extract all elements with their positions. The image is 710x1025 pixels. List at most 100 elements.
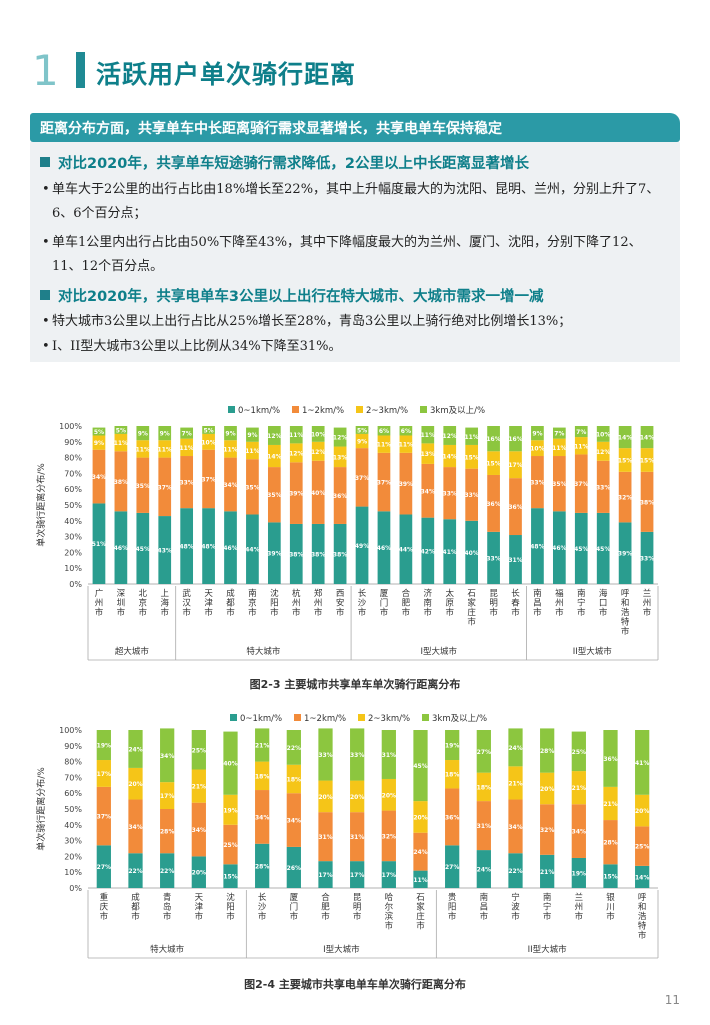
bar-segment: [128, 853, 143, 888]
x-tick-label: 市: [380, 607, 389, 618]
bar-segment: [128, 767, 143, 800]
x-tick-label: 宁: [511, 892, 520, 903]
bar-segment: [508, 853, 523, 888]
x-tick-label: 长: [358, 588, 367, 599]
data-label: 44%: [399, 547, 413, 554]
x-tick-label: 特: [638, 921, 647, 932]
x-tick-label: 南: [533, 588, 542, 599]
data-label: 13%: [421, 451, 435, 458]
bar-segment: [413, 870, 428, 888]
bar-segment: [487, 474, 500, 532]
data-label: 39%: [267, 551, 281, 558]
data-label: 19%: [445, 743, 459, 750]
data-label: 32%: [618, 495, 632, 502]
y-tick-label: 0%: [69, 884, 82, 893]
group-label: II型大城市: [573, 646, 613, 657]
x-tick-label: 都: [226, 599, 235, 609]
x-tick-label: 都: [131, 903, 140, 913]
bar-segment: [191, 769, 206, 803]
data-label: 35%: [245, 484, 259, 491]
x-tick-label: 市: [353, 911, 362, 922]
bar-segment: [223, 824, 238, 865]
x-tick-label: 昌: [533, 599, 542, 609]
bar-segment: [476, 772, 491, 802]
data-label: 31%: [477, 823, 491, 830]
x-tick-label: 浩: [638, 911, 647, 922]
y-tick-label: 90%: [64, 742, 82, 751]
x-tick-label: 肥: [402, 599, 411, 609]
section-title: 活跃用户单次骑行距离: [96, 60, 357, 89]
bar-segment: [289, 462, 303, 524]
x-tick-label: 市: [336, 607, 345, 618]
y-tick-label: 90%: [64, 438, 82, 447]
y-tick-label: 40%: [64, 517, 82, 526]
data-label: 25%: [635, 844, 649, 851]
y-tick-label: 80%: [64, 758, 82, 767]
bar-segment: [96, 730, 111, 761]
data-label: 38%: [289, 551, 303, 558]
x-tick-label: 沙: [358, 599, 367, 609]
bar-segment: [445, 730, 460, 761]
x-tick-label: 尔: [385, 902, 394, 913]
bar-segment: [114, 511, 128, 584]
bar-segment: [421, 463, 435, 518]
bar-segment: [318, 780, 333, 813]
x-tick-label: 阳: [448, 903, 457, 913]
data-label: 33%: [640, 555, 654, 562]
x-tick-label: 石: [416, 893, 425, 903]
data-label: 11%: [399, 442, 413, 449]
group-label: II型大城市: [528, 944, 568, 955]
bar-segment: [508, 728, 523, 767]
data-label: 20%: [635, 808, 649, 815]
data-label: 11%: [289, 432, 303, 439]
data-label: 37%: [377, 480, 391, 487]
data-label: 22%: [508, 868, 522, 875]
x-tick-label: 市: [416, 921, 425, 932]
bar-segment: [355, 433, 369, 449]
data-label: 28%: [540, 748, 554, 755]
x-tick-label: 市: [95, 607, 104, 618]
bar-segment: [96, 845, 111, 888]
bar-segment: [540, 728, 555, 773]
data-label: 21%: [540, 869, 554, 876]
data-label: 27%: [445, 864, 459, 871]
bar-segment: [618, 426, 632, 449]
bar-segment: [381, 778, 396, 811]
bar-segment: [289, 426, 303, 444]
bar-segment: [399, 452, 413, 515]
data-label: 45%: [413, 763, 427, 770]
bar-segment: [267, 467, 281, 523]
bar-segment: [635, 865, 650, 888]
x-tick-label: 市: [358, 607, 367, 618]
x-tick-label: 州: [643, 599, 652, 609]
data-label: 32%: [382, 833, 396, 840]
x-tick-label: 州: [95, 599, 104, 609]
finding-bullet: • 单车1公里内出行占比由50%下降至43%，其中下降幅度最大的为兰州、厦门、沈阳…: [42, 231, 670, 279]
data-label: 9%: [138, 431, 148, 438]
bar-segment: [255, 761, 270, 791]
bar-segment: [445, 760, 460, 789]
bar-segment: [267, 444, 281, 468]
data-label: 20%: [350, 794, 364, 801]
data-label: 31%: [508, 557, 522, 564]
x-tick-label: 原: [445, 599, 454, 609]
bar-segment: [96, 786, 111, 846]
data-label: 11%: [377, 442, 391, 449]
x-tick-label: 合: [321, 892, 330, 903]
bar-segment: [180, 456, 194, 509]
data-label: 5%: [203, 427, 213, 434]
bar-segment: [465, 444, 479, 469]
bike-chart-svg: 0~1km/% 1~2km/% 2~3km/% 3km及以上/% 0% 10% 20% 30%…: [35, 406, 659, 661]
x-tick-label: 市: [543, 911, 552, 922]
bar-segment: [246, 514, 259, 584]
chart-caption: 图2-3 主要城市共享单车单次骑行距离分布: [249, 678, 461, 691]
bar-segment: [399, 435, 413, 453]
bar-segment: [202, 508, 215, 584]
y-tick-label: 70%: [64, 773, 82, 782]
data-label: 28%: [255, 863, 269, 870]
bar-segment: [246, 427, 259, 442]
x-tick-label: 市: [555, 607, 564, 618]
bar-segment: [286, 764, 301, 794]
data-label: 41%: [635, 760, 649, 767]
bar-segment: [202, 433, 215, 450]
